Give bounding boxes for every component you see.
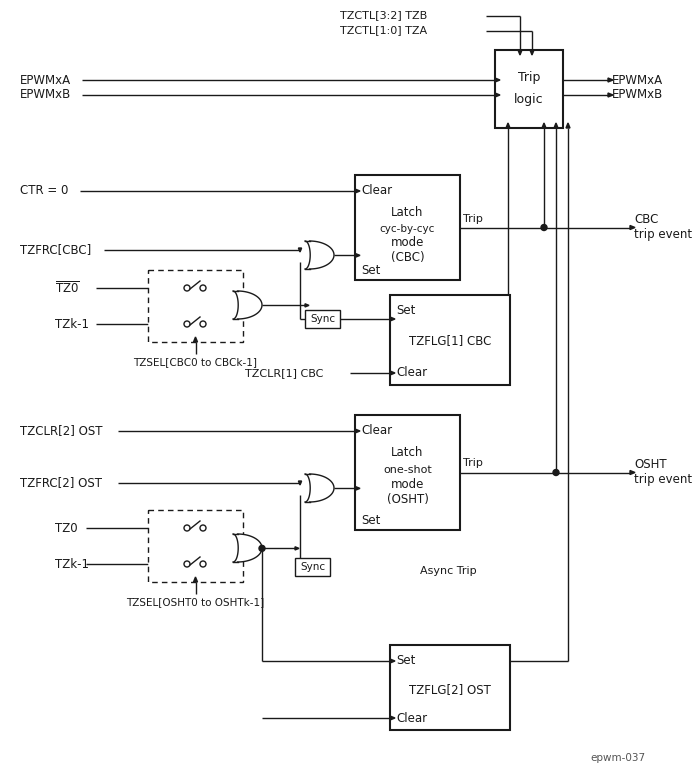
Text: Set: Set (361, 514, 380, 527)
Polygon shape (193, 577, 198, 582)
Text: Set: Set (396, 654, 415, 668)
Bar (495, 50, 563, 128)
Text: Clear: Clear (361, 185, 392, 197)
Bar (355, 415, 460, 530)
Text: OSHT: OSHT (634, 458, 667, 471)
Polygon shape (495, 93, 500, 97)
Polygon shape (608, 93, 613, 97)
Text: cyc-by-cyc: cyc-by-cyc (380, 224, 435, 234)
Polygon shape (233, 291, 262, 319)
Text: Set: Set (361, 263, 380, 276)
Text: TZCLR[2] OST: TZCLR[2] OST (20, 424, 103, 437)
Polygon shape (495, 78, 500, 82)
Circle shape (259, 545, 265, 551)
Text: trip event: trip event (634, 228, 692, 241)
Text: TZCLR[1] CBC: TZCLR[1] CBC (245, 368, 323, 378)
Text: (OSHT): (OSHT) (387, 494, 429, 507)
Polygon shape (233, 534, 262, 562)
Text: (CBC): (CBC) (391, 250, 424, 263)
Text: epwm-037: epwm-037 (590, 753, 645, 763)
Text: TZk-1: TZk-1 (55, 317, 89, 330)
Polygon shape (390, 317, 395, 321)
Bar (305, 310, 340, 328)
Polygon shape (554, 123, 558, 128)
Polygon shape (630, 470, 635, 474)
Polygon shape (355, 253, 360, 257)
Polygon shape (299, 248, 302, 252)
Polygon shape (355, 487, 360, 490)
Text: Clear: Clear (396, 367, 427, 380)
Text: TZFRC[2] OST: TZFRC[2] OST (20, 477, 102, 490)
Polygon shape (295, 547, 299, 550)
Text: Set: Set (396, 304, 415, 317)
Text: EPWMxA: EPWMxA (612, 73, 663, 86)
Bar (355, 175, 460, 280)
Polygon shape (608, 78, 613, 82)
Text: Trip: Trip (463, 213, 483, 223)
Text: logic: logic (514, 93, 544, 106)
Polygon shape (530, 50, 534, 55)
Text: Clear: Clear (396, 711, 427, 725)
Polygon shape (506, 123, 510, 128)
Text: TZFRC[CBC]: TZFRC[CBC] (20, 243, 91, 256)
Polygon shape (305, 241, 334, 269)
Circle shape (553, 470, 559, 476)
Polygon shape (566, 123, 570, 128)
Text: TZCTL[3:2] TZB: TZCTL[3:2] TZB (340, 10, 427, 20)
Text: Sync: Sync (310, 314, 335, 324)
Text: TZFLG[1] CBC: TZFLG[1] CBC (409, 334, 491, 347)
Text: Trip: Trip (463, 458, 483, 468)
Polygon shape (299, 481, 302, 485)
Text: TZSEL[CBC0 to CBCk-1]: TZSEL[CBC0 to CBCk-1] (133, 357, 258, 367)
Circle shape (541, 225, 547, 230)
Text: EPWMxA: EPWMxA (20, 73, 71, 86)
Text: trip event: trip event (634, 473, 692, 486)
Text: $\overline{\rm TZ0}$: $\overline{\rm TZ0}$ (55, 280, 80, 296)
Text: Trip: Trip (518, 72, 540, 85)
Bar (295, 558, 330, 576)
Bar (390, 295, 510, 385)
Text: EPWMxB: EPWMxB (612, 89, 663, 102)
Text: TZSEL[OSHT0 to OSHTk-1]: TZSEL[OSHT0 to OSHTk-1] (126, 597, 265, 607)
Text: one-shot: one-shot (383, 465, 432, 475)
Text: TZCTL[1:0] TZA: TZCTL[1:0] TZA (340, 25, 427, 35)
Bar (148, 510, 243, 582)
Text: Latch: Latch (392, 447, 424, 460)
Text: CBC: CBC (634, 213, 658, 226)
Text: EPWMxB: EPWMxB (20, 89, 71, 102)
Text: CTR = 0: CTR = 0 (20, 185, 68, 197)
Polygon shape (355, 429, 360, 433)
Polygon shape (542, 123, 546, 128)
Text: Sync: Sync (300, 562, 325, 572)
Polygon shape (390, 716, 395, 720)
Text: TZ0: TZ0 (55, 521, 77, 534)
Polygon shape (390, 371, 395, 375)
Text: Async Trip: Async Trip (420, 567, 477, 577)
Polygon shape (305, 304, 309, 307)
Text: mode: mode (391, 236, 424, 249)
Polygon shape (630, 226, 635, 229)
Polygon shape (390, 659, 395, 663)
Polygon shape (305, 474, 334, 502)
Text: TZFLG[2] OST: TZFLG[2] OST (409, 684, 491, 697)
Polygon shape (518, 50, 522, 55)
Polygon shape (355, 189, 360, 193)
Bar (390, 645, 510, 730)
Text: Clear: Clear (361, 424, 392, 437)
Text: mode: mode (391, 478, 424, 491)
Text: Latch: Latch (392, 206, 424, 219)
Text: TZk-1: TZk-1 (55, 557, 89, 571)
Polygon shape (193, 337, 198, 342)
Bar (148, 270, 243, 342)
